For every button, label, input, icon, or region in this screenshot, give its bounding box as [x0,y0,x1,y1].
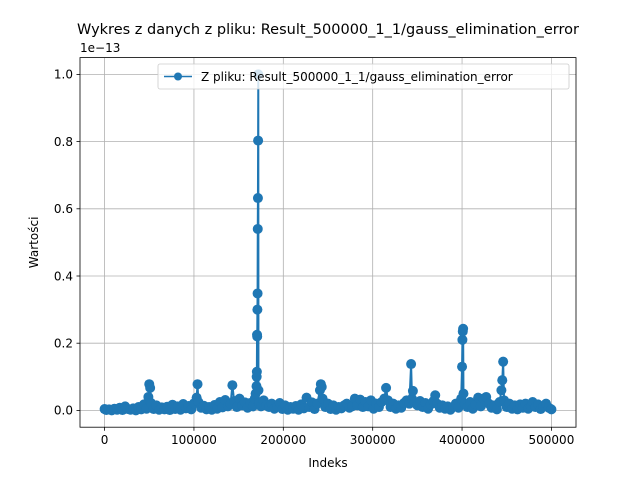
y-tick-label: 0.0 [54,404,73,418]
legend-marker-sample [174,72,182,81]
x-axis-label: Indeks [308,456,347,470]
legend: Z pliku: Result_500000_1_1/gauss_elimina… [157,63,570,90]
legend-box [157,63,570,90]
data-point [497,375,508,386]
data-point [381,382,392,393]
data-point [227,380,238,391]
data-point [475,401,486,412]
data-point [192,379,203,390]
y-tick-label: 0.4 [54,269,73,283]
data-point [546,404,557,415]
data-point [496,385,507,396]
data-point [252,223,263,234]
data-point [407,385,418,396]
x-axis: 0 100000 200000 300000 400000 500000 [101,427,575,447]
x-tick-label: 500000 [529,433,575,447]
data-point [252,193,263,204]
data-point [145,382,156,393]
chart-title: Wykres z danych z pliku: Result_500000_1… [77,22,579,38]
data-point [458,323,469,334]
y-tick-label: 0.8 [54,135,73,149]
y-axis-label: Wartości [27,217,41,269]
y-tick-label: 0.2 [54,337,73,351]
data-point [252,288,263,299]
data-point [498,356,509,367]
grid [80,57,576,428]
plot-frame [79,57,577,428]
y-tick-label: 0.6 [54,202,73,216]
data-point [316,381,327,392]
data-point [252,304,263,315]
data-point [253,135,264,146]
legend-entry-label: Z pliku: Result_500000_1_1/gauss_elimina… [201,70,513,84]
x-tick-label: 200000 [260,433,306,447]
data-point [458,388,469,399]
data-point [406,359,417,370]
x-tick-label: 100000 [171,433,217,447]
y-offset-label: 1e−13 [80,41,120,55]
x-tick-label: 0 [101,433,109,447]
data-point [253,385,264,396]
data-point [457,334,468,345]
y-tick-label: 1.0 [54,68,73,82]
y-axis: 0.0 0.2 0.4 0.6 0.8 1.0 [54,68,80,418]
data-point [252,331,263,342]
data-point [457,361,468,372]
data-point [251,366,262,377]
data-point [430,390,441,401]
x-tick-label: 400000 [439,433,485,447]
x-tick-label: 300000 [350,433,396,447]
